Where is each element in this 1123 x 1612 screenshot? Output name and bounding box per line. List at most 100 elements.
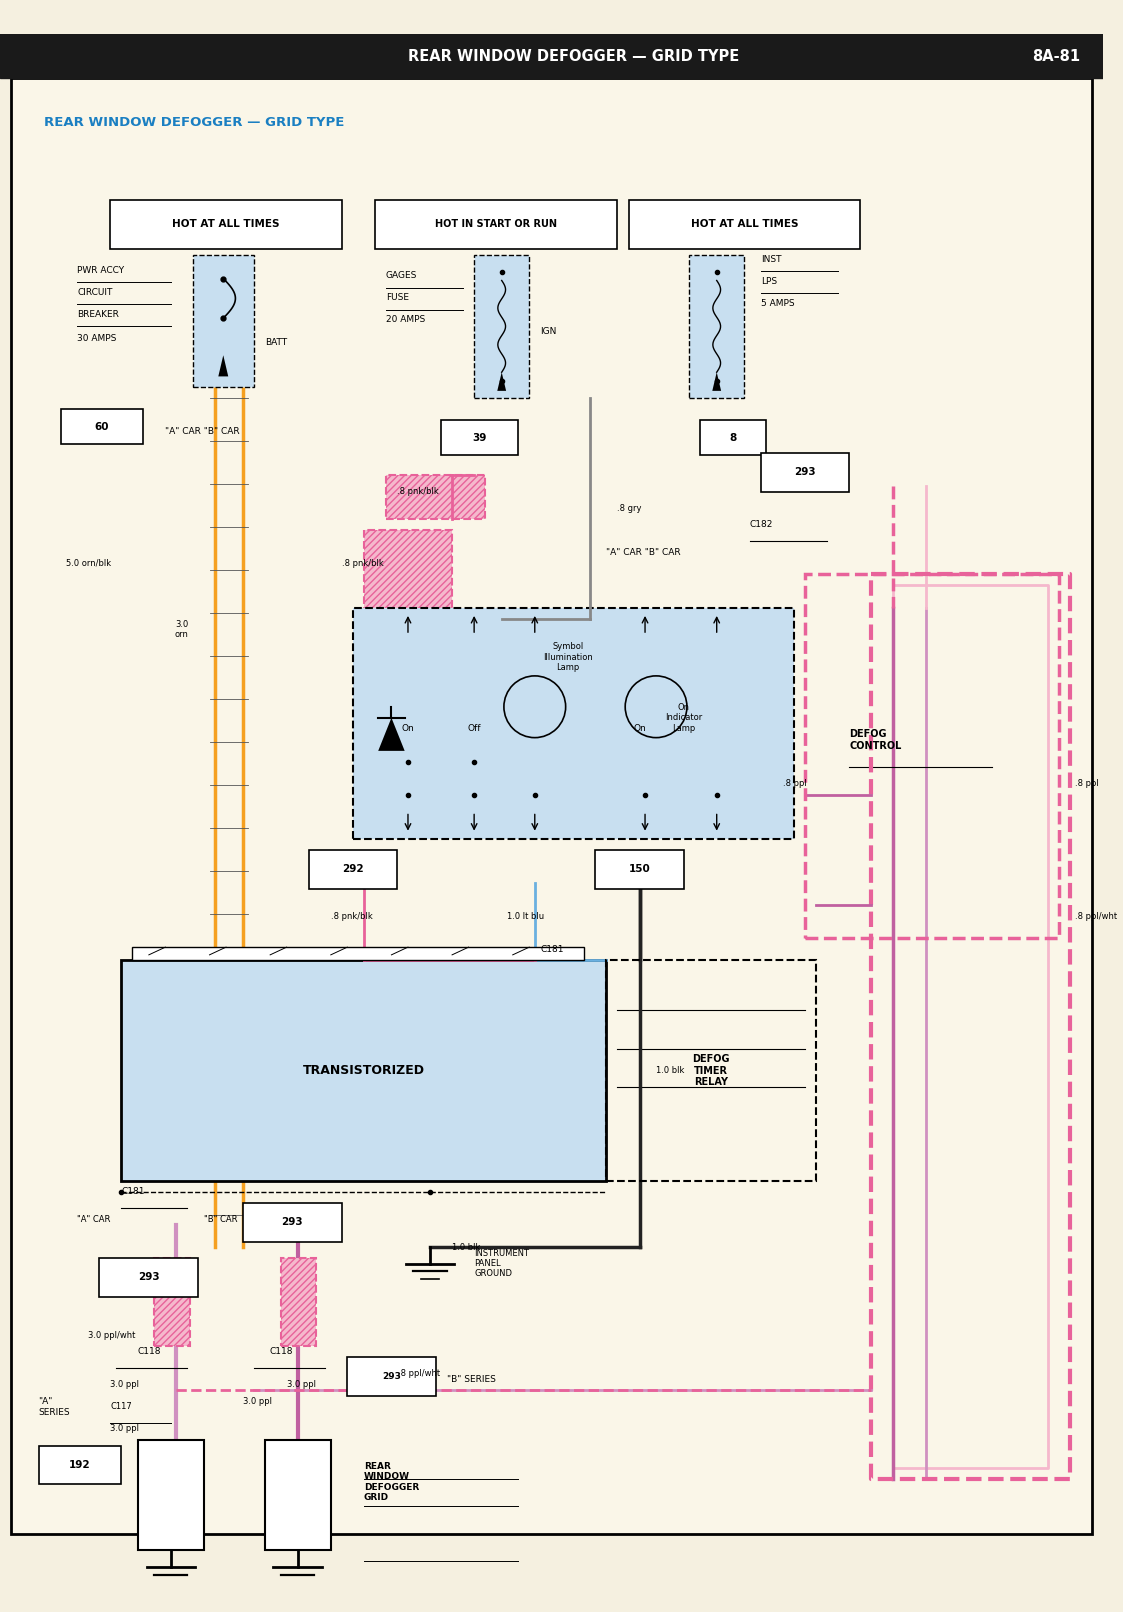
Text: 293: 293 <box>794 467 815 477</box>
Text: .8 pnk/blk: .8 pnk/blk <box>396 487 439 496</box>
Text: 3.0 ppl/wht: 3.0 ppl/wht <box>89 1332 136 1340</box>
Text: 293: 293 <box>282 1217 303 1227</box>
Bar <box>0 29 1103 79</box>
Text: 3.0 ppl: 3.0 ppl <box>243 1398 272 1406</box>
Text: INST: INST <box>760 255 782 264</box>
Text: .8 ppl/wht: .8 ppl/wht <box>398 1369 440 1378</box>
Text: 1.0 blk: 1.0 blk <box>656 1066 684 1075</box>
Text: 3.0 ppl: 3.0 ppl <box>110 1380 139 1390</box>
Text: 192: 192 <box>70 1460 91 1470</box>
Text: 8: 8 <box>730 432 737 443</box>
Bar <box>375 200 618 250</box>
Text: C181: C181 <box>121 1188 145 1196</box>
Bar <box>154 1257 190 1346</box>
Text: BREAKER: BREAKER <box>77 310 119 319</box>
Bar <box>347 1357 436 1396</box>
Text: 3.0 ppl: 3.0 ppl <box>286 1380 316 1390</box>
Text: .8 pnk/blk: .8 pnk/blk <box>331 912 373 920</box>
Text: 39: 39 <box>473 432 487 443</box>
Text: .8 pnk/blk: .8 pnk/blk <box>341 559 384 567</box>
Text: "A"
SERIES: "A" SERIES <box>38 1398 71 1417</box>
Text: On: On <box>633 724 646 733</box>
Text: 1.0 blk: 1.0 blk <box>453 1243 481 1251</box>
Text: "A" CAR "B" CAR: "A" CAR "B" CAR <box>606 548 681 556</box>
Text: REAR
WINDOW
DEFOGGER
GRID: REAR WINDOW DEFOGGER GRID <box>364 1462 419 1502</box>
Bar <box>386 476 485 519</box>
Bar <box>700 421 766 455</box>
Text: 30 AMPS: 30 AMPS <box>77 334 117 343</box>
Text: 1.0 lt blu: 1.0 lt blu <box>508 912 545 920</box>
Text: CIRCUIT: CIRCUIT <box>77 289 112 297</box>
Bar <box>441 421 518 455</box>
Text: .8 ppl: .8 ppl <box>1075 780 1098 788</box>
Bar <box>281 1257 317 1346</box>
Text: INSTRUMENT
PANEL
GROUND: INSTRUMENT PANEL GROUND <box>474 1249 529 1278</box>
Bar <box>474 255 529 398</box>
Text: "B" SERIES: "B" SERIES <box>447 1375 495 1383</box>
Text: Off: Off <box>467 724 481 733</box>
Bar <box>265 1440 331 1551</box>
Bar <box>38 1446 121 1485</box>
Text: 60: 60 <box>94 422 109 432</box>
Bar <box>606 961 816 1182</box>
Text: DEFOG
CONTROL: DEFOG CONTROL <box>849 729 902 751</box>
Text: "A" CAR "B" CAR: "A" CAR "B" CAR <box>165 427 240 435</box>
Text: 8A-81: 8A-81 <box>1032 48 1080 64</box>
Text: 5.0 orn/blk: 5.0 orn/blk <box>66 559 111 567</box>
Bar <box>61 409 144 445</box>
Text: 5 AMPS: 5 AMPS <box>760 298 794 308</box>
Text: GAGES: GAGES <box>386 271 418 280</box>
Text: 20 AMPS: 20 AMPS <box>386 316 426 324</box>
Text: REAR WINDOW DEFOGGER — GRID TYPE: REAR WINDOW DEFOGGER — GRID TYPE <box>408 48 739 64</box>
Text: C118: C118 <box>270 1348 293 1356</box>
Text: HOT IN START OR RUN: HOT IN START OR RUN <box>436 219 557 229</box>
Bar <box>760 453 849 492</box>
Polygon shape <box>378 717 404 751</box>
Bar <box>110 200 341 250</box>
Text: On: On <box>402 724 414 733</box>
Text: IGN: IGN <box>540 327 557 337</box>
Text: 150: 150 <box>629 864 650 874</box>
Text: .8 ppl/wht: .8 ppl/wht <box>1075 912 1117 920</box>
Bar <box>690 255 745 398</box>
Bar <box>805 574 1059 938</box>
Polygon shape <box>218 355 228 377</box>
Bar <box>595 850 684 888</box>
Text: 292: 292 <box>343 864 364 874</box>
Text: 293: 293 <box>382 1372 401 1381</box>
Text: HOT AT ALL TIMES: HOT AT ALL TIMES <box>172 219 280 229</box>
Bar <box>99 1257 199 1296</box>
Text: 3.0 ppl: 3.0 ppl <box>110 1425 139 1433</box>
Bar <box>138 1440 204 1551</box>
Bar <box>364 530 453 619</box>
Text: TRANSISTORIZED: TRANSISTORIZED <box>303 1064 424 1077</box>
Bar <box>353 608 794 840</box>
Polygon shape <box>497 372 506 390</box>
Text: PWR ACCY: PWR ACCY <box>77 266 125 274</box>
Bar <box>629 200 860 250</box>
Text: C118: C118 <box>137 1348 161 1356</box>
Text: 293: 293 <box>138 1272 159 1283</box>
Text: 3.0
orn: 3.0 orn <box>175 621 189 640</box>
Text: C117: C117 <box>110 1402 133 1412</box>
Text: REAR WINDOW DEFOGGER — GRID TYPE: REAR WINDOW DEFOGGER — GRID TYPE <box>44 116 345 129</box>
Text: C181: C181 <box>540 945 564 954</box>
Bar <box>121 961 606 1182</box>
Bar <box>243 1203 341 1241</box>
Text: "A" CAR: "A" CAR <box>77 1215 110 1224</box>
Text: C182: C182 <box>750 521 773 529</box>
Text: .8 ppl: .8 ppl <box>783 780 806 788</box>
Text: "B" CAR: "B" CAR <box>204 1215 237 1224</box>
Text: .8 gry: .8 gry <box>618 505 642 513</box>
Text: BATT: BATT <box>265 339 286 348</box>
Text: HOT AT ALL TIMES: HOT AT ALL TIMES <box>691 219 798 229</box>
Polygon shape <box>712 372 721 390</box>
Text: On
Indicator
Lamp: On Indicator Lamp <box>665 703 702 733</box>
Text: DEFOG
TIMER
RELAY: DEFOG TIMER RELAY <box>693 1054 730 1086</box>
Bar <box>133 948 584 961</box>
Text: LPS: LPS <box>760 277 777 285</box>
Text: Symbol
Illumination
Lamp: Symbol Illumination Lamp <box>544 642 593 672</box>
Bar <box>193 255 254 387</box>
Bar <box>309 850 396 888</box>
Text: FUSE: FUSE <box>386 293 409 303</box>
